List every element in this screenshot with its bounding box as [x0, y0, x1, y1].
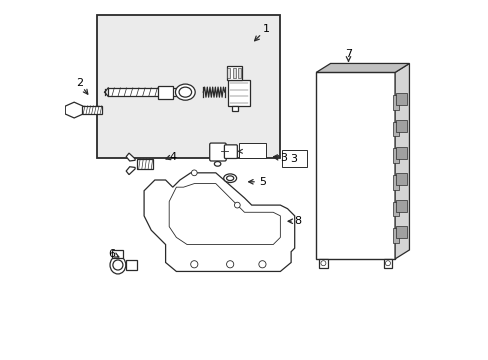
- Ellipse shape: [179, 87, 191, 97]
- Polygon shape: [316, 63, 408, 72]
- Bar: [231, 106, 238, 111]
- Circle shape: [234, 202, 240, 208]
- Text: 3: 3: [290, 154, 297, 164]
- Bar: [395, 93, 407, 105]
- Bar: [383, 258, 391, 268]
- Bar: [82, 106, 102, 114]
- Circle shape: [226, 261, 233, 268]
- FancyBboxPatch shape: [209, 143, 226, 161]
- Bar: [97, 15, 280, 158]
- Bar: [238, 68, 241, 78]
- Bar: [395, 226, 407, 238]
- Circle shape: [385, 261, 389, 266]
- Polygon shape: [65, 102, 83, 118]
- Bar: [158, 86, 172, 99]
- Bar: [392, 122, 398, 136]
- Bar: [282, 150, 306, 167]
- Text: 8: 8: [294, 216, 301, 226]
- Bar: [232, 68, 235, 78]
- Text: 5: 5: [259, 177, 265, 187]
- Text: 4: 4: [169, 152, 176, 162]
- Bar: [125, 260, 137, 270]
- Bar: [392, 95, 398, 110]
- Bar: [319, 258, 327, 268]
- Circle shape: [320, 261, 325, 266]
- Bar: [137, 159, 153, 169]
- Circle shape: [258, 261, 265, 268]
- Text: 2: 2: [76, 78, 83, 88]
- FancyBboxPatch shape: [224, 145, 237, 158]
- Ellipse shape: [223, 174, 236, 183]
- Ellipse shape: [214, 162, 221, 166]
- Text: 3: 3: [280, 153, 287, 163]
- Bar: [227, 68, 230, 78]
- Polygon shape: [126, 153, 135, 161]
- Ellipse shape: [226, 176, 233, 180]
- Bar: [112, 250, 122, 258]
- Bar: [395, 200, 407, 212]
- Bar: [108, 88, 176, 96]
- Bar: [392, 202, 398, 216]
- Bar: [228, 80, 249, 107]
- Bar: [316, 72, 394, 259]
- Bar: [392, 175, 398, 190]
- Circle shape: [113, 260, 122, 270]
- Bar: [239, 143, 265, 158]
- Circle shape: [190, 261, 198, 268]
- Ellipse shape: [175, 84, 195, 100]
- Polygon shape: [394, 63, 408, 259]
- Bar: [395, 120, 407, 132]
- Text: 1: 1: [262, 24, 269, 35]
- Ellipse shape: [110, 256, 125, 274]
- Bar: [226, 66, 241, 80]
- Circle shape: [191, 170, 197, 176]
- Polygon shape: [144, 173, 294, 271]
- Bar: [395, 147, 407, 158]
- Bar: [392, 228, 398, 243]
- Text: 7: 7: [344, 49, 351, 59]
- Polygon shape: [126, 167, 135, 175]
- Polygon shape: [169, 184, 280, 244]
- Bar: [392, 148, 398, 163]
- Bar: [395, 173, 407, 185]
- Text: 6: 6: [108, 248, 115, 258]
